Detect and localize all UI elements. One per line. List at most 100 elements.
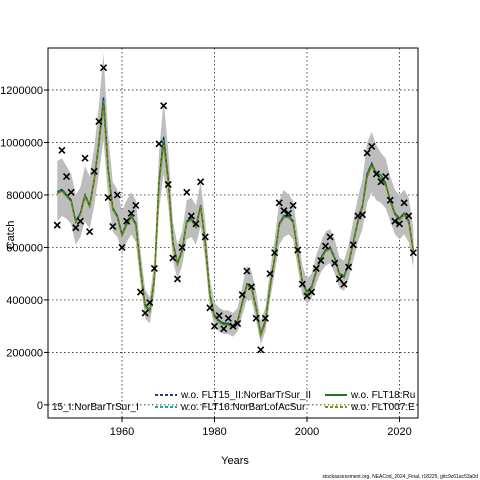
observed-point-15 [123,217,131,225]
x-axis-title: Years [221,455,249,467]
y-tick-label-5: 1000000 [0,137,43,149]
x-tick-label-1: 1980 [202,426,226,438]
observed-point-59 [326,233,334,241]
observed-point-34 [210,322,219,330]
observed-point-71 [382,173,390,181]
observed-point-17 [132,201,140,210]
observed-point-56 [312,264,320,272]
observed-point-38 [229,322,237,330]
observed-point-26 [173,275,182,283]
observed-point-39 [234,319,242,328]
observed-point-49 [280,207,288,215]
legend-label-3: w.o. FLT18:Ru [350,390,415,401]
y-tick-label-1: 200000 [6,347,43,359]
observed-point-43 [252,314,260,322]
legend: 15_I:NorBarTrSur_I w.o. FLT15_II:NorBarTr… [52,390,415,413]
y-tick-label-0: 0 [37,400,43,412]
observed-point-24 [164,180,172,189]
observed-point-74 [395,220,404,228]
observed-point-33 [206,304,214,312]
observed-point-45 [261,314,269,322]
observed-point-76 [405,212,413,220]
observed-point-18 [136,288,145,296]
observed-point-1 [58,146,66,154]
observed-point-36 [220,325,228,333]
y-axis: 0 200000 400000 600000 800000 1000000 1200000 [0,85,48,412]
observed-point-32 [201,233,209,241]
observed-point-63 [345,263,353,271]
y-tick-label-3: 600000 [6,242,43,254]
observed-point-29 [187,212,195,220]
observed-point-64 [349,241,357,249]
footer-text: stockassessment.org, NEACod_2024_Final, … [322,474,478,480]
observed-point-25 [169,254,177,262]
observed-point-20 [146,298,154,307]
observed-point-51 [289,201,297,210]
legend-label-0: 15_I:NorBarTrSur_I [52,402,139,413]
observed-point-16 [127,209,135,217]
observed-point-14 [118,243,126,251]
observed-point-40 [238,291,246,299]
observed-point-47 [271,249,279,257]
observed-point-66 [358,211,367,219]
observed-point-10 [99,64,108,72]
observed-point-69 [372,170,380,178]
observed-point-9 [95,117,103,126]
observed-point-37 [224,314,232,322]
observed-point-68 [368,142,376,150]
legend-label-2: w.o. FLT16:NorBarLofAcSur [180,402,306,413]
observed-point-62 [340,280,348,288]
observed-point-73 [391,217,399,225]
observed-point-8 [90,167,98,175]
observed-point-41 [243,267,251,275]
observed-point-55 [308,288,316,296]
observed-point-0 [53,221,61,229]
observed-point-67 [363,149,371,157]
observed-point-75 [400,199,408,207]
y-tick-label-2: 400000 [6,295,43,307]
observed-point-13 [113,191,121,199]
observed-point-57 [317,256,325,265]
observed-point-22 [155,140,163,148]
observed-point-5 [76,217,84,225]
y-axis-title: Catch [5,221,17,250]
legend-label-1: w.o. FLT15_II:NorBarTrSur_II [180,390,311,401]
observed-point-2 [62,173,71,181]
observed-point-19 [141,309,149,317]
observed-point-12 [109,222,117,231]
observed-point-27 [178,243,186,251]
confidence-band-layer [57,53,414,345]
observed-point-35 [215,312,223,320]
observed-point-53 [298,280,306,288]
observed-point-23 [160,102,168,110]
observed-point-21 [150,264,158,272]
x-tick-label-2: 2000 [295,426,319,438]
observed-point-60 [331,259,339,267]
observed-point-6 [81,154,89,162]
observed-point-30 [192,220,200,228]
observed-point-48 [275,199,283,207]
y-tick-label-6: 1200000 [0,85,43,97]
observed-point-44 [257,346,265,354]
observed-point-4 [72,224,80,232]
x-tick-label-3: 2020 [387,426,411,438]
x-axis: 1960 1980 2000 2020 [110,418,412,438]
observed-point-7 [86,228,94,236]
x-tick-label-0: 1960 [110,426,134,438]
observed-point-42 [247,283,256,291]
observed-point-50 [284,209,293,217]
plot-frame [47,47,419,419]
observed-point-11 [104,194,112,202]
observed-point-52 [294,246,302,254]
observed-point-58 [321,242,330,250]
y-tick-label-4: 800000 [6,190,43,202]
observed-point-72 [386,196,394,204]
observed-point-28 [183,188,191,196]
observed-point-3 [67,188,75,196]
observed-point-31 [197,178,205,186]
legend-label-4: w.o. FLT007:E [350,402,415,413]
observed-point-46 [266,270,274,278]
observed-points-layer [53,64,417,354]
observed-point-77 [409,249,417,257]
